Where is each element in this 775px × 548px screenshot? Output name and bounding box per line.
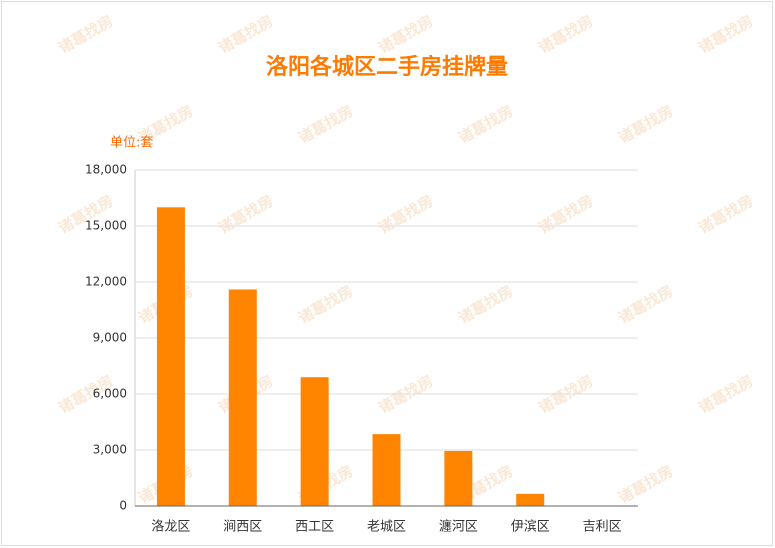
bar [228, 289, 257, 506]
x-tick-label: 瀍河区 [439, 519, 478, 535]
bar [372, 434, 401, 506]
chart-title: 洛阳各城区二手房挂牌量 [266, 54, 508, 80]
y-tick-label: 12,000 [85, 275, 127, 289]
unit-label: 单位:套 [110, 135, 153, 151]
x-tick-label: 涧西区 [223, 520, 262, 535]
y-tick-label: 0 [119, 499, 127, 513]
x-tick-label: 伊滨区 [511, 519, 550, 535]
y-tick-label: 3,000 [93, 443, 127, 457]
x-tick-label: 吉利区 [583, 520, 622, 535]
bar [156, 207, 185, 507]
bar [444, 450, 473, 506]
y-tick-label: 6,000 [93, 387, 127, 401]
y-tick-label: 18,000 [85, 163, 127, 177]
y-tick-label: 15,000 [85, 219, 127, 233]
y-tick-label: 9,000 [93, 331, 127, 345]
bar [300, 377, 329, 506]
bar [516, 493, 545, 506]
x-tick-label: 老城区 [367, 520, 406, 535]
x-tick-label: 洛龙区 [151, 520, 190, 535]
x-tick-label: 西工区 [295, 520, 334, 535]
